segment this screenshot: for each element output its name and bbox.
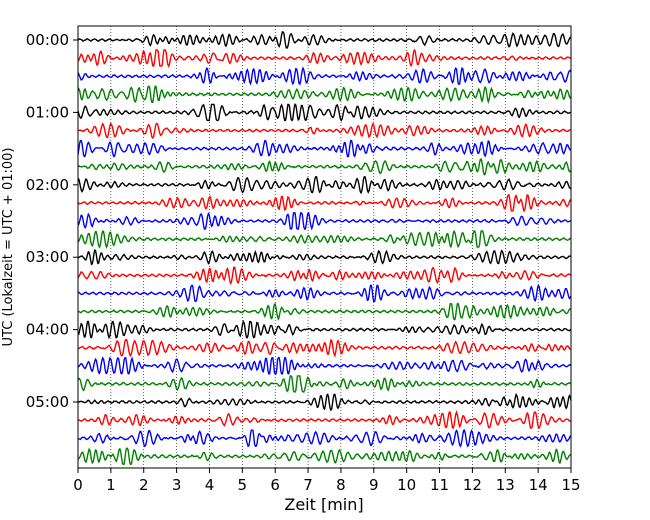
x-tick-label: 12: [463, 476, 482, 494]
trace-line: [77, 429, 572, 448]
plot-frame: [77, 25, 572, 469]
y-tick-label: 04:00: [26, 321, 69, 339]
trace-line: [77, 66, 572, 86]
y-tick-label: 05:00: [26, 393, 69, 411]
x-tick-label: 13: [496, 476, 515, 494]
trace-line: [77, 283, 572, 303]
trace-line: [77, 392, 572, 412]
trace-line: [77, 103, 572, 122]
trace-line: [77, 302, 572, 322]
trace-line: [77, 319, 572, 340]
x-tick-label: 14: [529, 476, 548, 494]
trace-line: [77, 176, 572, 195]
trace-line: [77, 410, 572, 430]
seismic-traces: [77, 31, 572, 466]
y-axis-ticks: 00:00 01:00 02:00 03:00 04:00 05:00: [26, 31, 78, 411]
y-axis-label: UTC (Lokalzeit = UTC + 01:00): [1, 148, 16, 347]
y-tick-label: 03:00: [26, 248, 69, 266]
trace-line: [77, 229, 572, 250]
x-tick-label: 6: [270, 476, 280, 494]
trace-line: [77, 266, 572, 286]
x-axis-ticks: 0 1 2 3 4 5 6 7 8 9 10 11 12 13 14 15: [73, 468, 581, 494]
x-tick-label: 1: [106, 476, 116, 494]
trace-line: [77, 85, 572, 104]
y-tick-label: 00:00: [26, 31, 69, 49]
trace-line: [77, 31, 572, 49]
x-tick-label: 7: [303, 476, 313, 494]
trace-line: [77, 375, 572, 393]
trace-line: [77, 339, 572, 358]
x-tick-label: 11: [430, 476, 449, 494]
trace-line: [77, 447, 572, 466]
trace-line: [77, 211, 572, 231]
x-tick-label: 2: [139, 476, 149, 494]
x-tick-label: 4: [205, 476, 215, 494]
y-tick-label: 01:00: [26, 103, 69, 121]
trace-line: [77, 249, 572, 266]
x-tick-label: 5: [238, 476, 248, 494]
x-tick-label: 3: [172, 476, 182, 494]
x-tick-label: 8: [336, 476, 346, 494]
trace-line: [77, 356, 572, 375]
trace-line: [77, 48, 572, 68]
x-axis-label: Zeit [min]: [284, 495, 363, 514]
x-tick-label: 10: [397, 476, 416, 494]
y-tick-label: 02:00: [26, 176, 69, 194]
trace-line: [77, 194, 572, 213]
trace-line: [77, 158, 572, 176]
x-tick-label: 0: [73, 476, 83, 494]
x-tick-label: 15: [561, 476, 580, 494]
trace-line: [77, 139, 572, 158]
trace-line: [77, 122, 572, 140]
x-tick-label: 9: [369, 476, 379, 494]
